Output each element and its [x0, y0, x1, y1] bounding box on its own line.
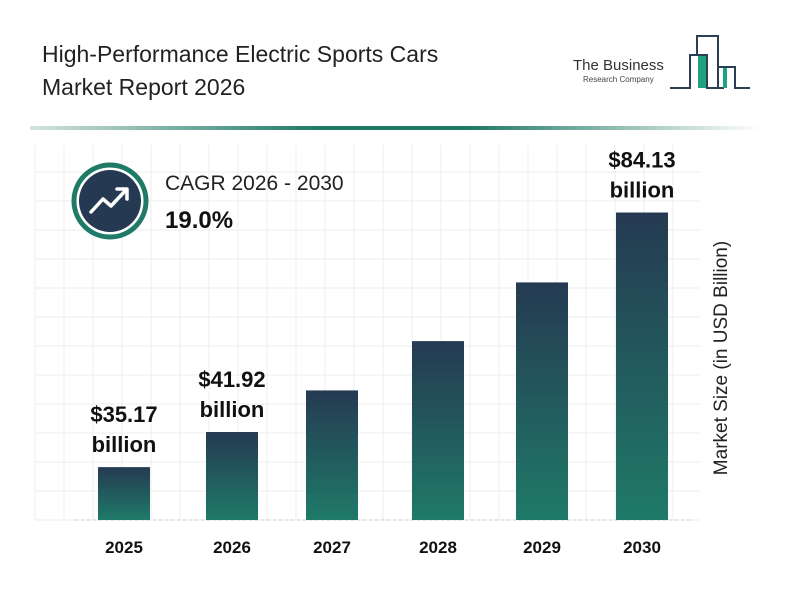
bar-2027 — [306, 390, 358, 520]
x-tick-label: 2027 — [313, 538, 351, 557]
data-label: $35.17 — [90, 402, 157, 427]
cagr-icon — [71, 162, 149, 240]
trending-up-icon — [89, 188, 128, 214]
title-line-1: High-Performance Electric Sports Cars — [42, 41, 439, 67]
logo-text: The Business — [573, 57, 664, 74]
data-label: billion — [610, 178, 675, 203]
header-divider — [30, 126, 760, 130]
bar-2029 — [516, 282, 568, 520]
y-axis-label: Market Size (in USD Billion) — [711, 240, 732, 476]
bar-2026 — [206, 432, 258, 520]
data-label: $41.92 — [198, 367, 265, 392]
company-logo: The Business Research Company — [560, 30, 760, 100]
data-label: billion — [92, 432, 157, 457]
x-tick-label: 2028 — [419, 538, 457, 557]
x-tick-label: 2030 — [623, 538, 661, 557]
x-tick-label: 2025 — [105, 538, 143, 557]
data-label: billion — [200, 397, 265, 422]
logo-buildings-icon — [670, 35, 750, 89]
title-line-2: Market Report 2026 — [42, 74, 246, 100]
bar-2028 — [412, 341, 464, 520]
logo-subtext: Research Company — [583, 75, 654, 84]
page-title: High-Performance Electric Sports Cars Ma… — [42, 38, 438, 104]
bar-2030 — [616, 212, 668, 521]
x-tick-label: 2029 — [523, 538, 561, 557]
cagr-label: CAGR 2026 - 2030 — [165, 172, 344, 195]
bar-2025 — [98, 467, 150, 520]
cagr-value: 19.0% — [165, 207, 234, 234]
x-tick-label: 2026 — [213, 538, 251, 557]
data-label: $84.13 — [608, 148, 675, 173]
